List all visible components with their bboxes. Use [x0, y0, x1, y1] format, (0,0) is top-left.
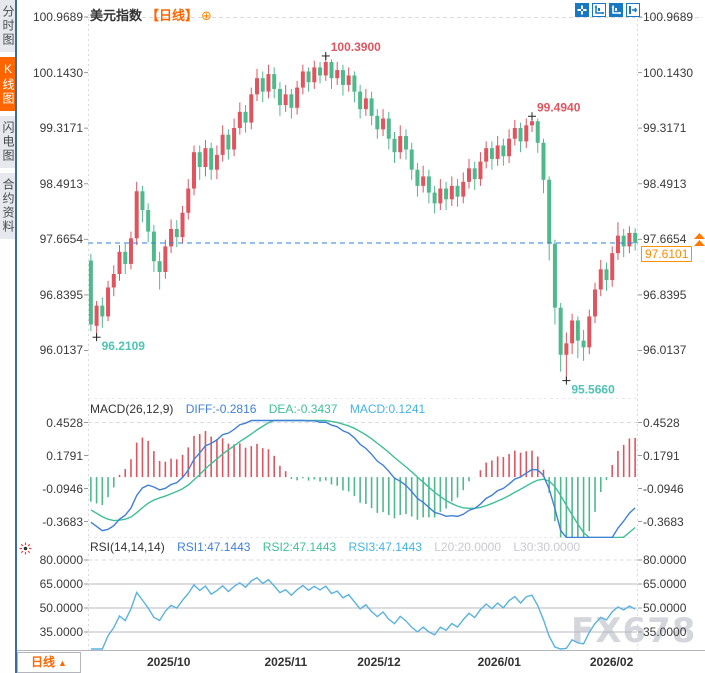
price-up-arrow-icon: [694, 233, 705, 246]
svg-text:100.3900: 100.3900: [331, 40, 381, 54]
rsi3-value: RSI3:47.1443: [348, 540, 422, 554]
rsi-header: RSI(14,14,14) RSI1:47.1443 RSI2:47.1443 …: [90, 540, 589, 554]
macd-title: MACD(26,12,9): [90, 402, 174, 416]
sidebar-item-contract-info[interactable]: 合约资料: [0, 173, 15, 239]
rsi1-value: RSI1:47.1443: [177, 540, 251, 554]
macd-diff-value: DIFF:-0.2816: [185, 402, 257, 416]
zoom-range-icon[interactable]: [592, 3, 606, 17]
sidebar-item-flash-chart[interactable]: 闪电图: [0, 116, 15, 168]
period-tag: 【日线】: [146, 8, 199, 23]
indicator-settings-icon[interactable]: [19, 542, 32, 555]
macd-dea-value: DEA:-0.3437: [268, 402, 338, 416]
current-price-box: 97.6101: [641, 246, 693, 262]
macd-hist-value: MACD:0.1241: [349, 402, 426, 416]
x-axis-label: 2025/10: [147, 655, 191, 669]
crosshair-icon[interactable]: [575, 3, 589, 17]
rsi-l30-value: L30:30.0000: [513, 540, 581, 554]
add-indicator-icon[interactable]: ⊕: [201, 8, 212, 23]
x-axis-label: 2026/01: [477, 655, 521, 669]
rsi2-value: RSI2:47.1443: [262, 540, 337, 554]
period-arrow-icon: ▲: [58, 658, 67, 668]
svg-text:96.2109: 96.2109: [102, 339, 146, 353]
chart-header: 美元指数 【日线】 ⊕: [90, 5, 212, 24]
sidebar: 分时图 K线图 闪电图 合约资料: [0, 0, 17, 673]
symbol-title: 美元指数: [90, 8, 143, 23]
watermark: FX678: [571, 611, 697, 651]
rsi-l20-value: L20:20.0000: [434, 540, 501, 554]
svg-text:99.4940: 99.4940: [537, 100, 581, 114]
time-axis-strip: 日线 ▲ 2025/10 2025/11 2025/12 2026/01 2026/02: [17, 650, 705, 673]
svg-text:95.5660: 95.5660: [571, 383, 615, 397]
period-selector[interactable]: 日线 ▲: [17, 652, 81, 673]
exit-chart-icon[interactable]: [626, 3, 640, 17]
x-axis-label: 2026/02: [589, 655, 634, 669]
x-axis-label: 2025/11: [264, 655, 308, 669]
x-axis-label: 2025/12: [357, 655, 401, 669]
period-label: 日线: [31, 655, 56, 669]
macd-header: MACD(26,12,9) DIFF:-0.2816 DEA:-0.3437 M…: [90, 402, 434, 416]
sidebar-item-time-chart[interactable]: 分时图: [0, 0, 15, 52]
sidebar-item-candle-chart[interactable]: K线图: [0, 57, 15, 111]
zoom-range-filled-icon[interactable]: [609, 3, 623, 17]
rsi-title: RSI(14,14,14): [90, 540, 165, 554]
chart-toolbar: [575, 3, 640, 17]
